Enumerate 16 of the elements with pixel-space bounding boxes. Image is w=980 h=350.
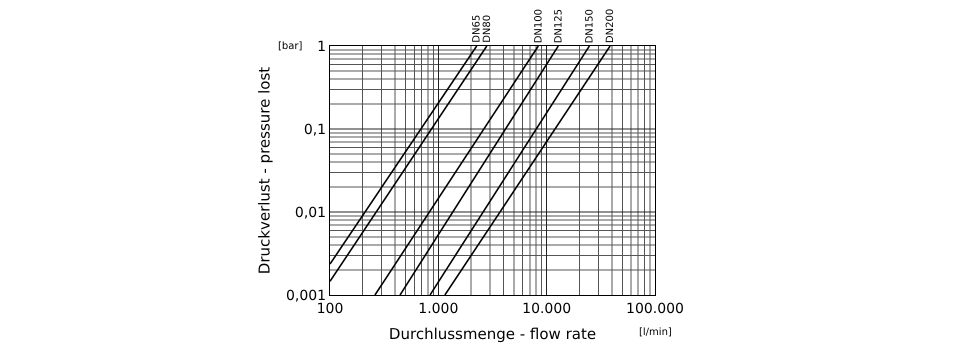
x-axis-title: Durchlussmenge - flow rate xyxy=(388,324,596,343)
text: DN125 xyxy=(553,9,564,44)
x-tick-label: 100.000 xyxy=(626,300,684,317)
y-tick-label: 0,01 xyxy=(294,204,326,221)
text: DN65 xyxy=(472,14,483,43)
text: [bar] xyxy=(278,41,302,52)
y-tick-label: 1 xyxy=(317,38,326,55)
y-axis-title: Druckverlust - pressure lost xyxy=(255,66,274,274)
x-tick-label: 10.000 xyxy=(522,300,572,317)
text: DN100 xyxy=(533,9,544,44)
x-tick-label: 1.000 xyxy=(418,300,458,317)
text: [l/min] xyxy=(639,327,672,338)
y-tick-label: 0,1 xyxy=(304,122,326,138)
text: DN80 xyxy=(482,14,493,43)
text: DN150 xyxy=(584,9,596,44)
text: DN200 xyxy=(605,8,616,44)
